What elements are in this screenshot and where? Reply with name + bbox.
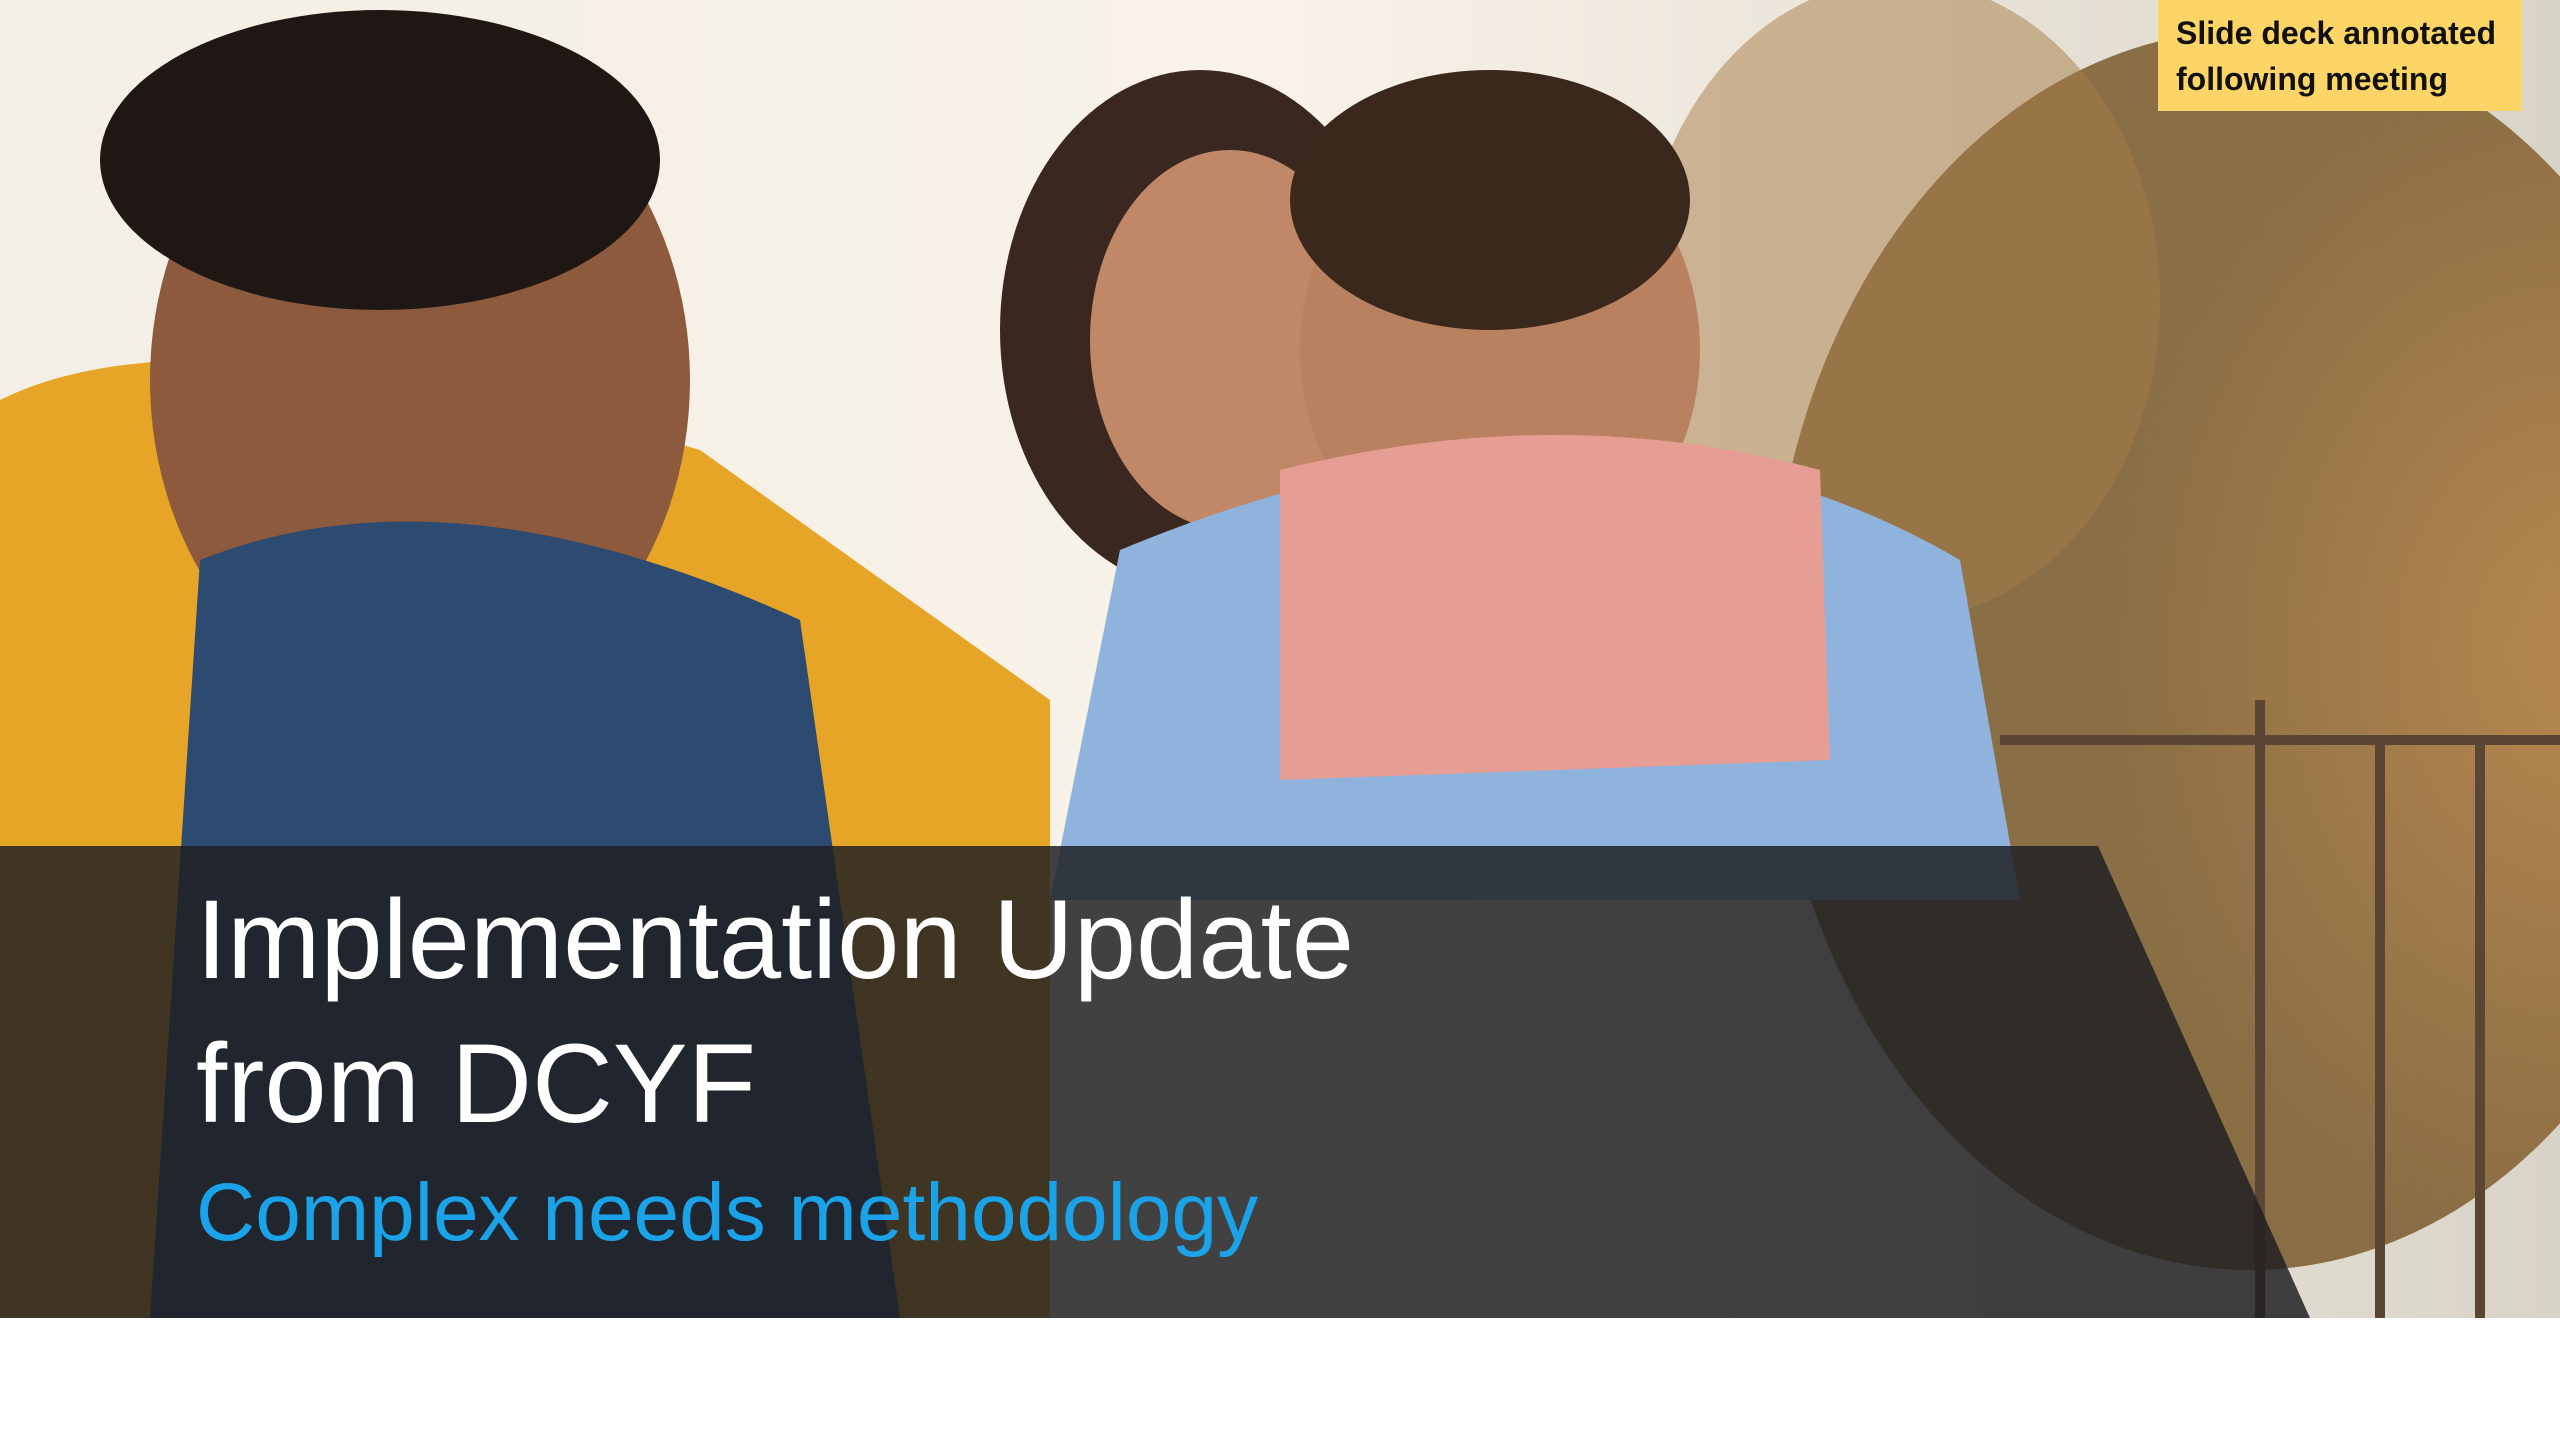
title-line: from DCYF [196,1012,756,1156]
subtitle: Complex needs methodology [196,1166,1258,1260]
note-line: Slide deck annotated [2176,10,2504,56]
annotation-note: Slide deck annotated following meeting [2158,0,2522,111]
note-line: following meeting [2176,56,2504,102]
slide: Implementation Update from DCYF Complex … [0,0,2560,1440]
title-line: Implementation Update [196,868,1354,1012]
